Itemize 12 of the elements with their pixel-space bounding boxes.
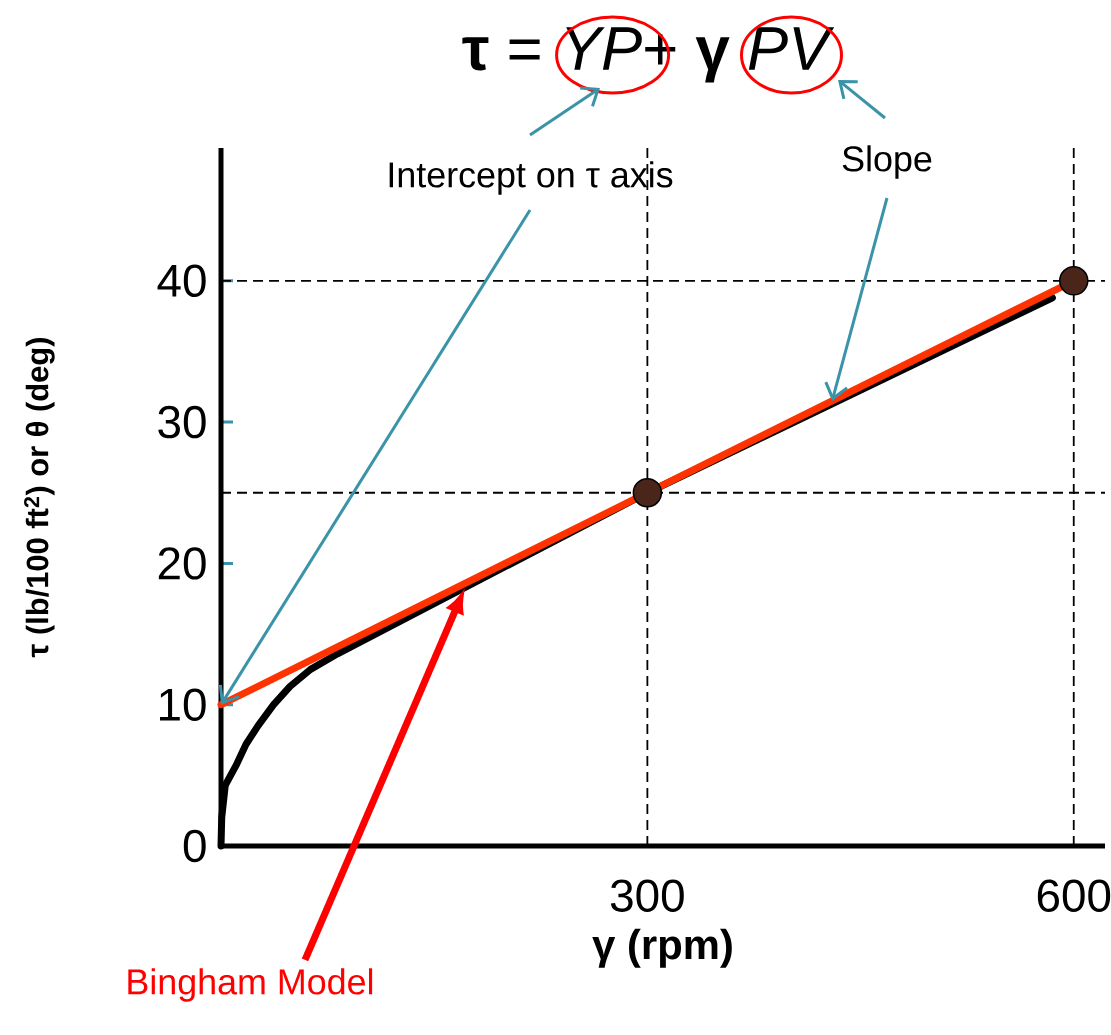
annotation: Slope — [842, 145, 932, 179]
y-tick-label: 30 — [158, 405, 206, 439]
y-tick-label: 40 — [157, 264, 206, 298]
x-tick-label: 300 — [610, 879, 684, 912]
y-axis-title: τ (lb/100 ft$^{2}$) or θ (deg) — [24, 338, 55, 658]
x-tick-label: 600 — [1037, 879, 1111, 912]
y-tick-label: 10 — [160, 688, 206, 721]
x-axis-title: γ (rpm) — [592, 928, 732, 968]
y-tick-label: 0 — [183, 829, 206, 863]
text: Bingham Model — [128, 968, 373, 1002]
annotation: Intercept on τ axis — [389, 161, 673, 195]
y-tick-label: 20 — [158, 547, 206, 580]
